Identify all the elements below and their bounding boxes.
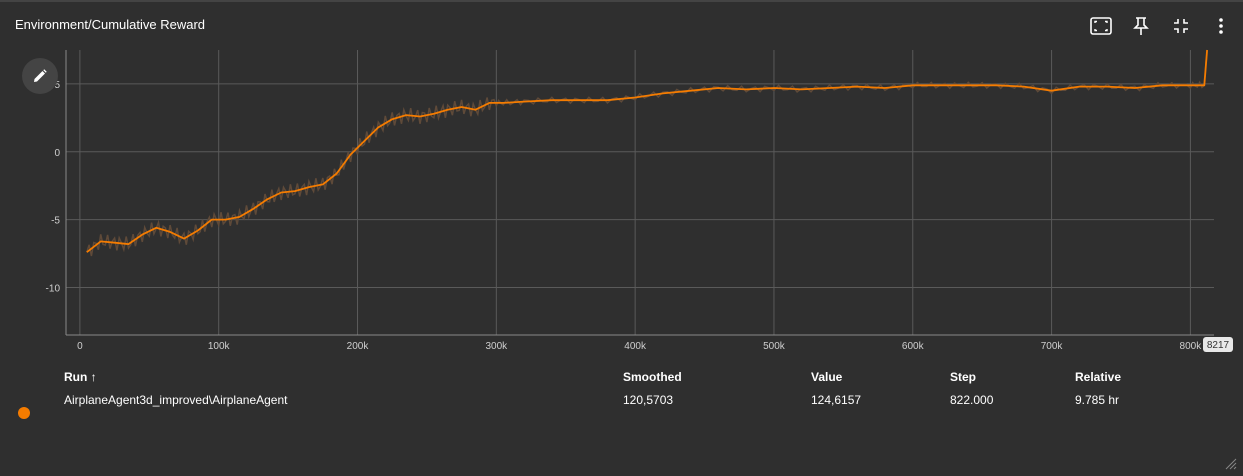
- y-tick-label: 0: [54, 148, 60, 159]
- x-tick-label: 800k: [1180, 341, 1203, 352]
- pencil-icon: [34, 69, 47, 82]
- x-tick-label: 700k: [1041, 341, 1064, 352]
- cell-step: 822.000: [950, 393, 994, 407]
- cell-run: AirplaneAgent3d_improved\AirplaneAgent: [64, 393, 288, 407]
- chart-series: [86, 49, 1208, 257]
- header-value: Value: [811, 370, 843, 384]
- cell-value: 124,6157: [811, 393, 862, 407]
- cursor-step-label: 8217: [1203, 337, 1233, 352]
- pin-icon: [1133, 17, 1149, 35]
- card-toolbar: [1089, 14, 1233, 38]
- x-tick-label: 100k: [208, 341, 231, 352]
- chart-axes: [65, 50, 1214, 336]
- header-relative: Relative: [1075, 370, 1122, 384]
- chart-grid: [66, 50, 1214, 335]
- y-tick-label: -5: [51, 216, 60, 227]
- edit-chart-button[interactable]: [22, 58, 58, 94]
- header-step: Step: [950, 370, 977, 384]
- chart-labels: 0 100k 200k 300k 400k 500k 600k 700k 800k -10 -5 0 5…: [46, 80, 1233, 352]
- resize-handle-icon[interactable]: [1223, 456, 1237, 470]
- line-chart[interactable]: 0 100k 200k 300k 400k 500k 600k 700k 800k -10 -5 0 5…: [0, 40, 1243, 360]
- header-run[interactable]: Run ↑: [64, 370, 97, 384]
- x-tick-label: 400k: [624, 341, 647, 352]
- card-top-border: [0, 0, 1243, 2]
- smoothed-series-line: [86, 49, 1208, 253]
- cell-smoothed: 120,5703: [623, 393, 674, 407]
- cell-relative: 9.785 hr: [1075, 393, 1120, 407]
- x-tick-label: 0: [77, 341, 83, 352]
- x-tick-label: 300k: [485, 341, 508, 352]
- svg-text:8217: 8217: [1207, 340, 1230, 351]
- fullscreen-exit-icon: [1174, 19, 1188, 33]
- x-tick-label: 500k: [763, 341, 786, 352]
- run-color-dot: [18, 407, 30, 419]
- more-vert-icon: [1219, 18, 1223, 34]
- x-tick-label: 600k: [902, 341, 925, 352]
- chart-title: Environment/Cumulative Reward: [15, 17, 206, 32]
- y-tick-label: 5: [54, 80, 60, 91]
- fit-domain-button[interactable]: [1089, 14, 1113, 38]
- pin-button[interactable]: [1129, 14, 1153, 38]
- x-tick-label: 200k: [347, 341, 370, 352]
- more-options-button[interactable]: [1209, 14, 1233, 38]
- fullscreen-exit-button[interactable]: [1169, 14, 1193, 38]
- header-smoothed: Smoothed: [623, 370, 682, 384]
- y-tick-label: -10: [46, 284, 61, 295]
- fit-domain-icon: [1090, 17, 1112, 35]
